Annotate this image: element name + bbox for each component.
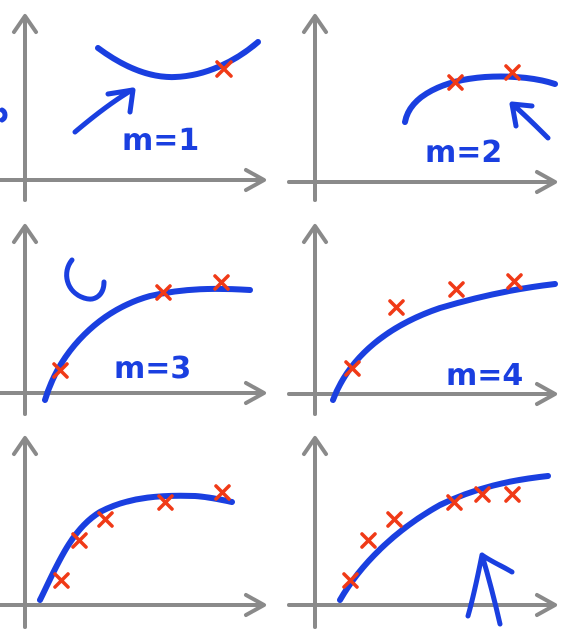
- data-point: [344, 360, 361, 377]
- m-label: m=4: [446, 358, 523, 393]
- data-point: [157, 494, 174, 511]
- y-axis-arrowhead: [12, 436, 38, 456]
- edge-scribble: [0, 107, 8, 123]
- data-point: [214, 484, 231, 501]
- data-point: [504, 64, 521, 81]
- x-axis-arrowhead: [244, 593, 266, 617]
- panel-2-axes: [287, 14, 557, 202]
- data-point: [342, 572, 359, 589]
- panel-6-axes: [287, 436, 557, 629]
- data-point: [448, 281, 465, 298]
- panel-2: m=2: [287, 14, 558, 202]
- x-axis-arrowhead: [244, 381, 266, 405]
- data-point: [446, 494, 463, 511]
- panel-1-axes: [0, 14, 266, 202]
- y-axis-arrowhead: [302, 224, 328, 244]
- data-point: [215, 60, 233, 78]
- data-point: [360, 532, 377, 549]
- fitted-curve: [95, 39, 261, 81]
- panel-5: [0, 436, 266, 629]
- panel-3-axes: [0, 224, 266, 416]
- panel-1: m=1: [0, 14, 266, 202]
- fitted-curve: [402, 73, 558, 125]
- x-axis-arrowhead: [535, 593, 557, 617]
- pointer-arrow: [509, 101, 551, 141]
- data-point: [53, 572, 70, 589]
- data-point: [71, 532, 88, 549]
- fitted-curve: [37, 492, 235, 603]
- data-point: [97, 511, 114, 528]
- y-axis-arrowhead: [302, 436, 328, 456]
- data-point: [213, 274, 230, 291]
- y-axis-arrowhead: [302, 14, 328, 34]
- x-axis-arrowhead: [535, 170, 557, 194]
- data-point: [388, 299, 405, 316]
- fitted-curve: [337, 473, 551, 603]
- m-label: m=3: [114, 351, 191, 386]
- pointer-arrow: [64, 257, 107, 302]
- x-axis-arrowhead: [244, 168, 266, 192]
- data-point: [386, 511, 403, 528]
- data-point: [474, 486, 491, 503]
- pointer-arrow: [72, 87, 136, 135]
- panel-3: m=3: [0, 224, 266, 416]
- m-label: m=2: [425, 135, 502, 170]
- data-point: [52, 362, 69, 379]
- y-axis-arrowhead: [12, 14, 38, 34]
- data-point: [504, 486, 521, 503]
- fitted-curve: [330, 281, 558, 403]
- data-point: [447, 74, 464, 91]
- pointer-arrow: [465, 552, 515, 627]
- panel-5-axes: [0, 436, 266, 629]
- m-label: m=1: [122, 123, 199, 158]
- data-point: [155, 284, 172, 301]
- data-point: [506, 273, 523, 290]
- panel-4: m=4: [287, 224, 558, 416]
- panel-6: [287, 436, 557, 629]
- y-axis-arrowhead: [12, 224, 38, 244]
- x-axis-arrowhead: [535, 382, 557, 406]
